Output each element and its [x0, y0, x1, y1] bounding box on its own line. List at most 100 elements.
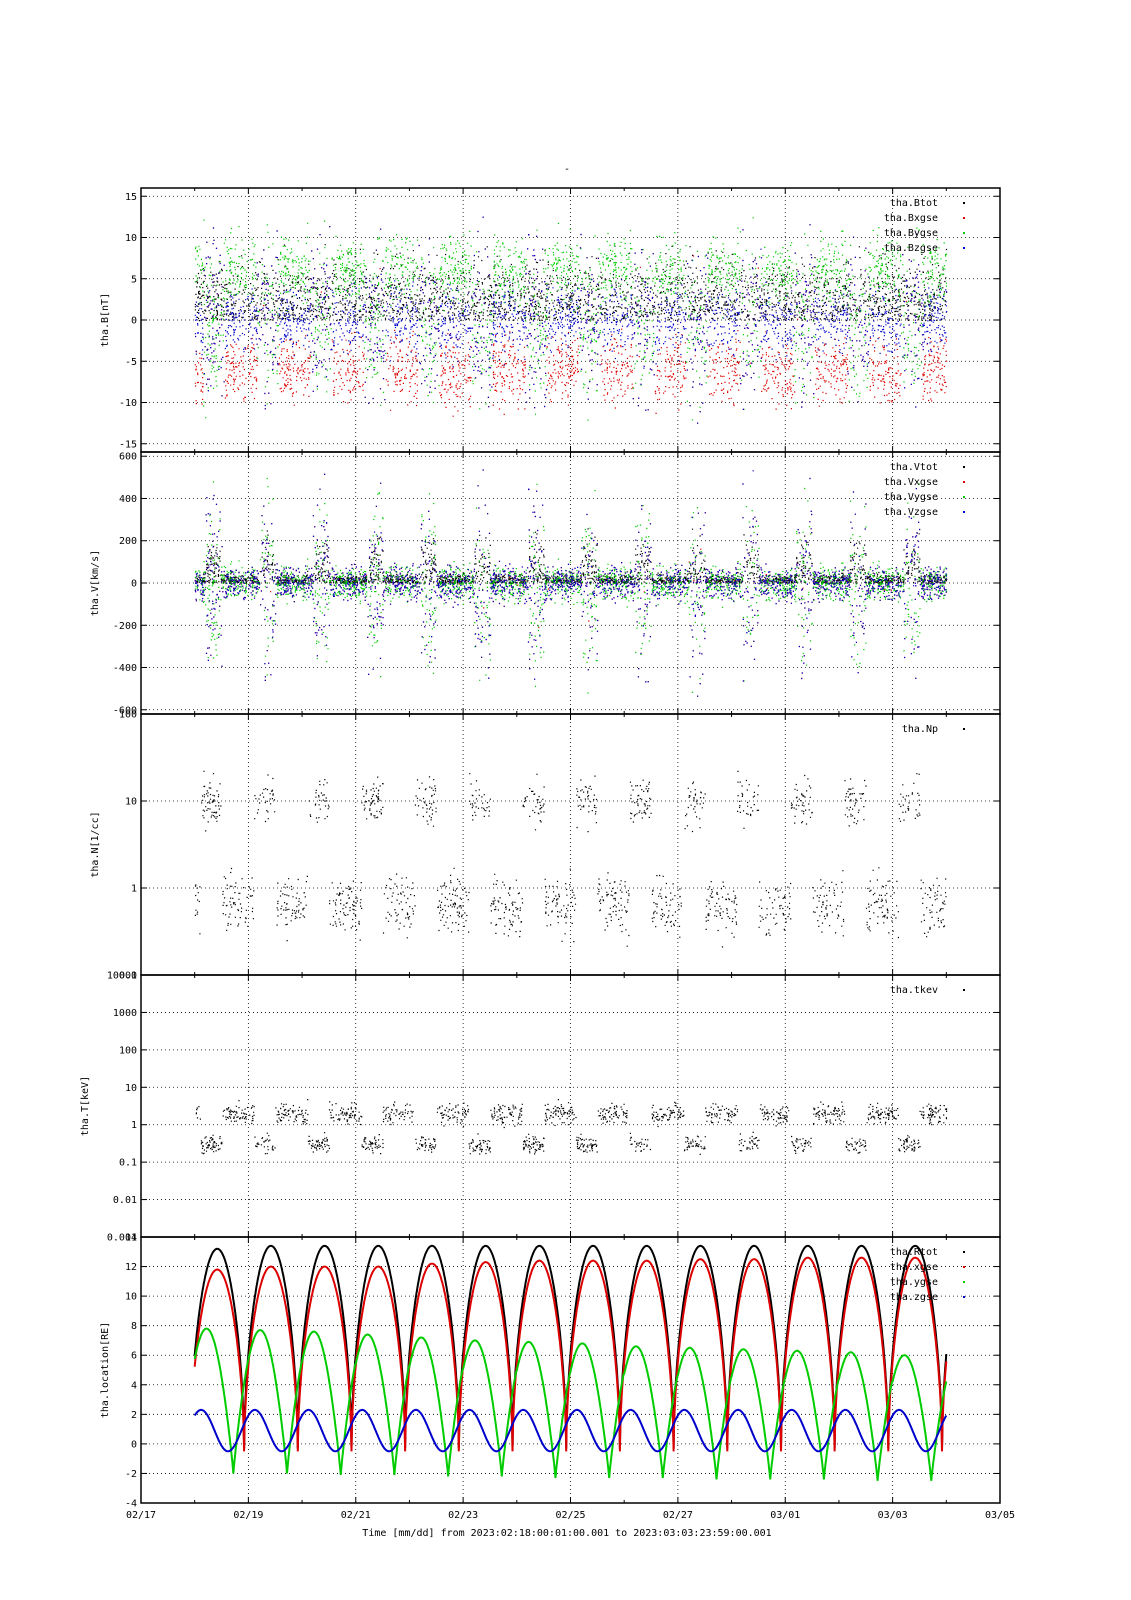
legend-marker	[963, 466, 965, 468]
panels: -15-10-5051015tha.B[nT]tha.Btottha.Bxgse…	[80, 187, 1001, 1510]
legend-label: tha.Vygse	[884, 492, 938, 503]
y-tick-label: 0.1	[119, 971, 137, 982]
y-tick-label: 400	[119, 494, 137, 505]
scatter-points-4	[194, 216, 948, 424]
y-tick-label: 200	[119, 536, 137, 547]
scatter-points-1	[194, 770, 947, 948]
scatter-points-1	[195, 1099, 948, 1155]
y-tick-label: 0.001	[107, 1233, 137, 1244]
legend-marker	[963, 496, 965, 498]
y-tick-label: 14	[125, 1233, 137, 1244]
y-axis-label: tha.location[RE]	[100, 1322, 111, 1418]
scatter-points-2	[194, 216, 948, 424]
y-tick-label: 10	[125, 233, 137, 244]
legend-marker	[963, 1251, 965, 1253]
panel-frame	[140, 1236, 1001, 1504]
panel-5: -4 -2 0 2 4 6 8 10 12 14 tha.location[RE] tha.Rtot t…	[100, 1233, 1001, 1510]
data-marks	[194, 216, 948, 424]
y-tick-label: 10	[125, 1292, 137, 1303]
x-tick-label: 03/03	[878, 1510, 908, 1521]
panel-1: -15 -10 -5 0 5 10 15 tha.B[nT] tha.Btot tha.Bxgse…	[100, 187, 1001, 453]
y-tick-label: -2	[125, 1469, 137, 1480]
y-tick-label: 8	[131, 1321, 137, 1332]
legend-label: tha.Bygse	[884, 228, 938, 239]
y-tick-label: -600	[113, 705, 137, 716]
legend-label: tha.Np	[902, 724, 938, 735]
legend-label: tha.zgse	[890, 1292, 938, 1303]
legend-label: tha.Rtot	[890, 1247, 938, 1258]
y-tick-label: -4	[125, 1499, 137, 1510]
y-tick-label: -400	[113, 663, 137, 674]
y-axis-label: tha.B[nT]	[100, 293, 111, 347]
data-marks	[194, 770, 947, 948]
y-tick-label: 100	[119, 710, 137, 721]
panel-4: 0.001 0.01 0.1 1 10 100 1000 10000 tha.T[keV] tha…	[80, 971, 1001, 1244]
legend-marker	[963, 511, 965, 513]
y-tick-label: 10	[125, 1083, 137, 1094]
y-tick-label: 10000	[107, 971, 137, 982]
y-tick-label: -200	[113, 621, 137, 632]
legend-marker	[963, 247, 965, 249]
y-tick-label: 4	[131, 1380, 137, 1391]
scatter-points-1	[194, 526, 948, 585]
legend-label: tha.xgse	[890, 1262, 938, 1273]
legend-label: tha.Vtot	[890, 462, 938, 473]
y-tick-label: -10	[119, 398, 137, 409]
x-tick-label: 02/25	[555, 1510, 585, 1521]
series-line-xgse	[193, 1256, 948, 1452]
data-marks	[194, 469, 948, 697]
y-tick-label: 1000	[113, 1008, 137, 1019]
y-tick-label: 600	[119, 452, 137, 463]
y-tick-label: -15	[119, 439, 137, 450]
x-tick-label: 03/01	[770, 1510, 800, 1521]
legend-marker	[963, 1281, 965, 1283]
legend-marker	[963, 202, 965, 204]
series-line-zgse	[193, 1408, 948, 1453]
legend-label: tha.Vzgse	[884, 507, 938, 518]
scatter-points-3	[194, 477, 948, 694]
panel-2: -600 -400 -200 0 200 400 600 tha.V[km/s] tha.Vto…	[90, 451, 1001, 716]
legend-marker	[963, 232, 965, 234]
y-tick-label: 6	[131, 1351, 137, 1362]
x-tick-label: 02/17	[126, 1510, 156, 1521]
legend-marker	[963, 1296, 965, 1298]
panel-3: 0.1 1 10 100 tha.N[1/cc] tha.Np	[90, 710, 1001, 982]
legend-label: tha.ygse	[890, 1277, 938, 1288]
data-marks	[193, 1244, 948, 1481]
x-tick-labels: 02/17 02/19 02/21 02/23 02/25 02/27 03/01 03/03…	[126, 1510, 1015, 1521]
x-tick-label: 02/21	[341, 1510, 371, 1521]
legend-marker	[963, 728, 965, 730]
legend-marker	[963, 1266, 965, 1268]
y-axis-label: tha.T[keV]	[80, 1076, 91, 1136]
series-line-ygse	[193, 1327, 948, 1481]
y-tick-label: 1	[131, 1120, 137, 1131]
x-tick-label: 02/27	[663, 1510, 693, 1521]
y-tick-label: 0.1	[119, 1158, 137, 1169]
y-tick-label: 15	[125, 192, 137, 203]
y-tick-label: 5	[131, 274, 137, 285]
legend-label: tha.tkev	[890, 985, 938, 996]
y-axis-label: tha.V[km/s]	[90, 550, 101, 616]
x-tick-label: 02/19	[233, 1510, 263, 1521]
y-tick-label: 0.01	[113, 1195, 137, 1206]
legend-marker	[963, 481, 965, 483]
panel-frame	[140, 974, 1001, 1238]
legend-label: tha.Bzgse	[884, 243, 938, 254]
y-tick-label: 1	[131, 884, 137, 895]
y-tick-label: 100	[119, 1045, 137, 1056]
y-tick-label: 0	[131, 579, 137, 590]
data-marks	[195, 1099, 948, 1155]
x-tick-label: 02/23	[448, 1510, 478, 1521]
legend-marker	[963, 217, 965, 219]
legend-label: tha.Btot	[890, 198, 938, 209]
legend-label: tha.Vxgse	[884, 477, 938, 488]
y-tick-label: 0	[131, 316, 137, 327]
panel-frame	[140, 713, 1001, 976]
y-axis-label: tha.N[1/cc]	[90, 811, 101, 877]
legend-label: tha.Bxgse	[884, 213, 938, 224]
legend-marker	[963, 989, 965, 991]
y-tick-label: 0	[131, 1439, 137, 1450]
y-tick-label: 12	[125, 1262, 137, 1273]
y-tick-label: 2	[131, 1410, 137, 1421]
